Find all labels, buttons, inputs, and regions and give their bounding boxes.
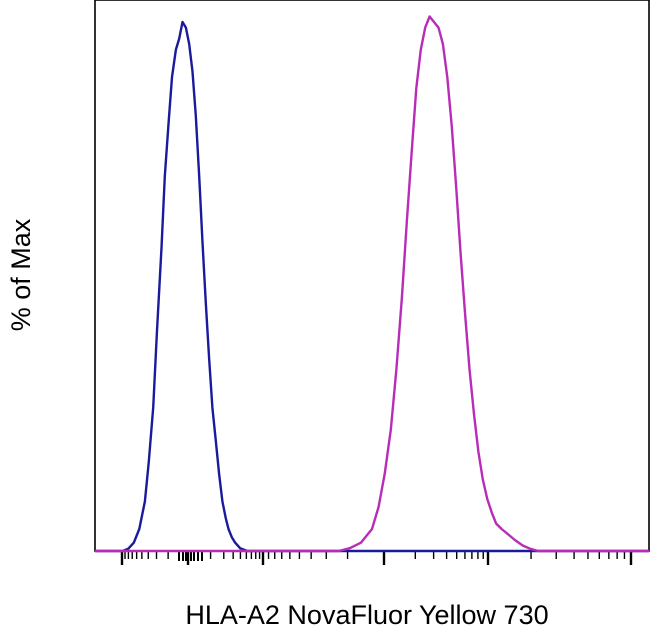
y-axis-label: % of Max <box>6 218 36 331</box>
histogram-series-2 <box>95 15 649 553</box>
x-axis-label: HLA-A2 NovaFluor Yellow 730 <box>185 600 548 630</box>
histogram-series-1 <box>95 20 649 553</box>
plot-frame <box>94 0 650 552</box>
series-group <box>95 15 649 553</box>
x-axis-ticks <box>120 551 633 565</box>
